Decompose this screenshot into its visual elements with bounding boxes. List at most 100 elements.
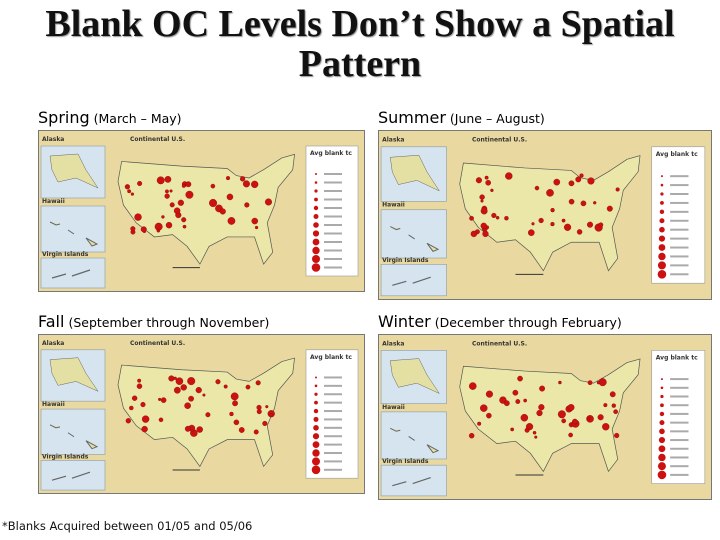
site-dot: [479, 194, 485, 200]
site-dot: [141, 425, 148, 433]
legend-range-text: [670, 228, 689, 231]
site-dot: [505, 172, 513, 180]
site-dot: [558, 380, 562, 385]
season-label: Summer: [378, 108, 446, 127]
site-dot: [175, 377, 184, 385]
site-dot: [520, 414, 529, 422]
site-dot: [615, 187, 620, 192]
legend-range-text: [324, 443, 342, 446]
site-dot: [137, 181, 143, 186]
map-label: Hawaii: [42, 198, 65, 205]
panel-heading: Summer (June – August): [378, 108, 712, 128]
site-dot: [586, 416, 591, 421]
legend-range-text: [670, 412, 689, 415]
legend-range-text: [324, 207, 342, 209]
legend-dot: [312, 457, 320, 466]
site-dot: [567, 404, 575, 411]
legend-dot: [659, 209, 665, 215]
legend-dot: [313, 205, 319, 211]
site-dot: [580, 200, 587, 207]
season-label: Winter: [378, 312, 431, 331]
map-label: Virgin Islands: [382, 458, 429, 465]
legend-range-text: [670, 219, 689, 222]
site-dot: [134, 213, 142, 221]
site-dot: [219, 208, 226, 215]
site-dot: [264, 198, 272, 206]
site-dot: [164, 193, 170, 199]
legend-dot: [658, 235, 666, 242]
legend-dot: [314, 189, 318, 193]
season-range: (March – May): [93, 111, 182, 126]
legend-range-text: [670, 404, 689, 407]
legend-title: Avg blank tc: [656, 151, 698, 158]
site-dot: [538, 217, 544, 224]
site-dot: [173, 376, 177, 380]
legend-dot: [657, 261, 666, 270]
legend-range-text: [670, 184, 689, 187]
site-dot: [227, 217, 236, 225]
map-panel: Summer (June – August) Avg blank tc Alaska C…: [378, 108, 712, 300]
legend-range-text: [324, 215, 342, 218]
site-dot: [130, 192, 134, 196]
site-dot: [553, 178, 561, 186]
us-shape: [459, 358, 641, 473]
legend-box: [305, 349, 359, 479]
site-dot: [517, 375, 523, 382]
legend-dot: [311, 465, 321, 475]
site-dot: [223, 384, 228, 389]
map-label: Alaska: [382, 340, 404, 347]
site-dot: [470, 230, 478, 238]
legend-dot: [315, 173, 317, 175]
site-dot: [124, 184, 130, 190]
legend-range-text: [670, 237, 689, 240]
site-dot: [180, 384, 187, 391]
site-dot: [131, 395, 138, 401]
legend-dot: [312, 433, 320, 440]
legend-box: [651, 350, 706, 484]
legend-dot: [315, 376, 317, 379]
legend-range-text: [324, 418, 342, 421]
panel-heading: Fall (September through November): [38, 312, 365, 332]
site-dot: [173, 386, 181, 394]
legend-range-text: [670, 193, 689, 196]
legend-dot: [313, 425, 319, 431]
site-dot: [158, 397, 162, 401]
site-dot: [480, 404, 488, 412]
legend-dot: [660, 201, 664, 205]
legend-range-text: [324, 173, 342, 175]
site-dot: [480, 199, 484, 203]
site-dot: [613, 409, 618, 415]
site-dot: [531, 222, 535, 226]
legend-range-text: [670, 264, 689, 267]
site-dot: [587, 380, 593, 386]
legend-range-text: [670, 378, 689, 381]
site-dot: [164, 176, 172, 183]
legend-range-text: [324, 460, 342, 463]
legend-range-text: [324, 258, 342, 260]
hawaii-shape: [390, 427, 440, 454]
map-label: Continental U.S.: [130, 136, 185, 143]
legend-dot: [312, 441, 320, 449]
legend-dot: [659, 226, 665, 233]
legend-dot: [314, 400, 318, 405]
site-dot: [129, 405, 134, 411]
site-dot: [532, 430, 537, 435]
site-dot: [563, 223, 572, 231]
legend-range-text: [670, 175, 689, 178]
site-dot: [579, 173, 584, 178]
map-image: Avg blank tc Alaska Continental U.S. Hawaii…: [378, 130, 712, 300]
legend-range-text: [670, 439, 689, 442]
map-panel: Winter (December through February) Avg bla…: [378, 312, 712, 500]
site-dot: [168, 375, 175, 382]
site-dot: [561, 418, 567, 424]
site-dot: [491, 212, 497, 219]
site-dot: [568, 180, 575, 187]
legend-dot: [660, 183, 664, 187]
site-dot: [202, 393, 206, 397]
site-dot: [185, 190, 194, 199]
site-dot: [523, 398, 528, 403]
legend-range-text: [324, 181, 342, 184]
legend-dot: [311, 263, 321, 272]
legend-dot: [660, 386, 664, 390]
site-dot: [160, 397, 167, 403]
